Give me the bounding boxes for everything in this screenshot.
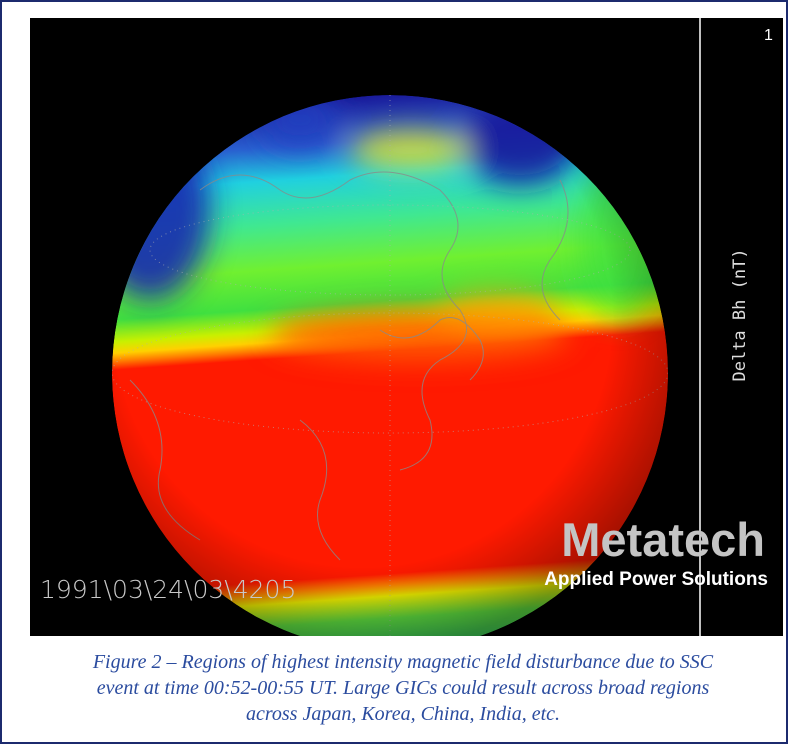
timestamp: 1991\03\24\03\4205: [40, 575, 296, 604]
colorbar-label: Delta Bh (nT): [730, 248, 750, 381]
corner-label: 1: [764, 27, 773, 44]
figure-frame: 1 Delta Bh (nT) 1991\03\24\03\4205 Metat…: [0, 0, 788, 744]
logo-tagline: Applied Power Solutions: [544, 569, 768, 590]
page: {"figure": {"corner_label": "1", "colorb…: [0, 0, 788, 744]
caption-line: event at time 00:52-00:55 UT. Large GICs…: [97, 677, 710, 699]
caption-line: Figure 2 – Regions of highest intensity …: [92, 651, 714, 673]
logo-name: Metatech: [561, 513, 765, 566]
caption-line: across Japan, Korea, China, India, etc.: [246, 703, 560, 725]
